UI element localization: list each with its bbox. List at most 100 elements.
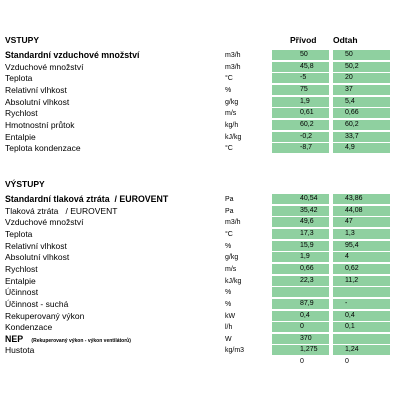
- value-cell: 370: [272, 333, 329, 344]
- value: 49,6: [300, 218, 314, 226]
- value: 11,2: [345, 276, 359, 284]
- value-cell: 1,9: [272, 252, 329, 263]
- value: 1,9: [300, 97, 310, 105]
- value: 1,24: [345, 346, 359, 354]
- row-label: Standardní vzduchové množství: [5, 50, 140, 60]
- value: 87,9: [300, 299, 314, 307]
- unit: °C: [225, 145, 233, 153]
- value: 0,4: [345, 311, 355, 319]
- value: 1,9: [300, 253, 310, 261]
- value: 40,54: [300, 195, 318, 202]
- value-cell: 5,4: [333, 96, 390, 107]
- row-label: Tlaková ztráta / EUROVENT: [5, 205, 118, 216]
- unit: %: [225, 86, 232, 94]
- unit: m3/h: [225, 52, 241, 59]
- value-cell: 0,62: [333, 263, 390, 274]
- unit: kJ/kg: [225, 133, 242, 141]
- value-cell: 40,54: [272, 194, 329, 204]
- row-label: Teplota: [5, 73, 33, 84]
- unit: Pa: [225, 207, 234, 215]
- value-cell: -5: [272, 73, 329, 84]
- row-label: Vzduchové množství: [5, 217, 84, 228]
- value-cell: 95,4: [333, 240, 390, 251]
- value-cell: 1,24: [333, 345, 390, 356]
- value: -: [345, 299, 348, 307]
- value: 60,2: [345, 120, 359, 128]
- value-cell: -: [333, 298, 390, 309]
- unit: l/h: [225, 324, 233, 332]
- value-cell: [272, 287, 329, 298]
- value: 1,275: [300, 346, 318, 354]
- row-label: Vzduchové množství: [5, 61, 84, 72]
- value-cell: 15,9: [272, 240, 329, 251]
- row-label: Rychlost: [5, 263, 38, 274]
- unit: %: [225, 300, 232, 308]
- value-cell: 1,3: [333, 228, 390, 239]
- section-title: VSTUPY: [5, 35, 40, 45]
- row-label: Relativní vlhkost: [5, 240, 67, 251]
- unit: m/s: [225, 110, 237, 118]
- row-label: Rekuperovaný výkon: [5, 310, 85, 321]
- row-label: Entalpie: [5, 275, 36, 286]
- value: 0,62: [345, 264, 359, 272]
- value-cell: -8,7: [272, 143, 329, 154]
- value-cell: 37: [333, 84, 390, 95]
- value: 0,66: [345, 109, 359, 117]
- value-cell: 75: [272, 84, 329, 95]
- value: 370: [300, 334, 312, 342]
- row-label: NEP (Rekuperovaný výkon - výkon ventilát…: [5, 333, 131, 344]
- value: 95,4: [345, 241, 359, 249]
- value: 75: [300, 85, 308, 93]
- value: 20: [345, 74, 353, 82]
- unit: Pa: [225, 196, 234, 203]
- value-cell: 4,9: [333, 143, 390, 154]
- unit: °C: [225, 230, 233, 238]
- value-cell: 0: [333, 357, 390, 367]
- value: -8,7: [300, 144, 313, 152]
- unit: m/s: [225, 265, 237, 273]
- value-cell: [333, 333, 390, 344]
- row-label: Absolutní vlhkost: [5, 252, 70, 263]
- value-cell: 1,275: [272, 345, 329, 356]
- value-cell: 47: [333, 217, 390, 228]
- value-cell: 1,9: [272, 96, 329, 107]
- value-cell: 0,1: [333, 322, 390, 333]
- value: 0,4: [300, 311, 310, 319]
- value: 0,1: [345, 323, 355, 331]
- value: 0,61: [300, 109, 314, 117]
- value-cell: -0,2: [272, 131, 329, 142]
- value: 45,8: [300, 62, 314, 70]
- unit: °C: [225, 75, 233, 83]
- value-cell: 50: [272, 50, 329, 60]
- value-cell: 22,3: [272, 275, 329, 286]
- value-cell: 4: [333, 252, 390, 263]
- value-cell: 87,9: [272, 298, 329, 309]
- value: 35,42: [300, 206, 318, 214]
- value-cell: 17,3: [272, 228, 329, 239]
- row-label: Účinnost - suchá: [5, 298, 69, 309]
- value-cell: 0,66: [272, 263, 329, 274]
- row-label: Teplota: [5, 228, 33, 239]
- row-label: Absolutní vlhkost: [5, 96, 70, 107]
- value-cell: 43,86: [333, 194, 390, 204]
- value: 15,9: [300, 241, 314, 249]
- value: -0,2: [300, 132, 313, 140]
- row-label: Teplota kondenzace: [5, 143, 81, 154]
- unit: g/kg: [225, 254, 239, 262]
- value: 50: [345, 51, 353, 58]
- row-note: (Rekuperovaný výkon - výkon ventilátorů): [23, 337, 131, 344]
- section-title: VÝSTUPY: [5, 179, 45, 189]
- value: 60,2: [300, 120, 314, 128]
- value-cell: 11,2: [333, 275, 390, 286]
- value-cell: 50,2: [333, 61, 390, 72]
- value-cell: 0,66: [333, 108, 390, 119]
- value-cell: 33,7: [333, 131, 390, 142]
- row-label: Účinnost: [5, 287, 39, 298]
- value: 43,86: [345, 195, 363, 202]
- value-cell: 49,6: [272, 217, 329, 228]
- value-cell: [333, 287, 390, 298]
- value-cell: 50: [333, 50, 390, 60]
- value-cell: 60,2: [333, 119, 390, 130]
- column-header: Přívod: [290, 35, 317, 45]
